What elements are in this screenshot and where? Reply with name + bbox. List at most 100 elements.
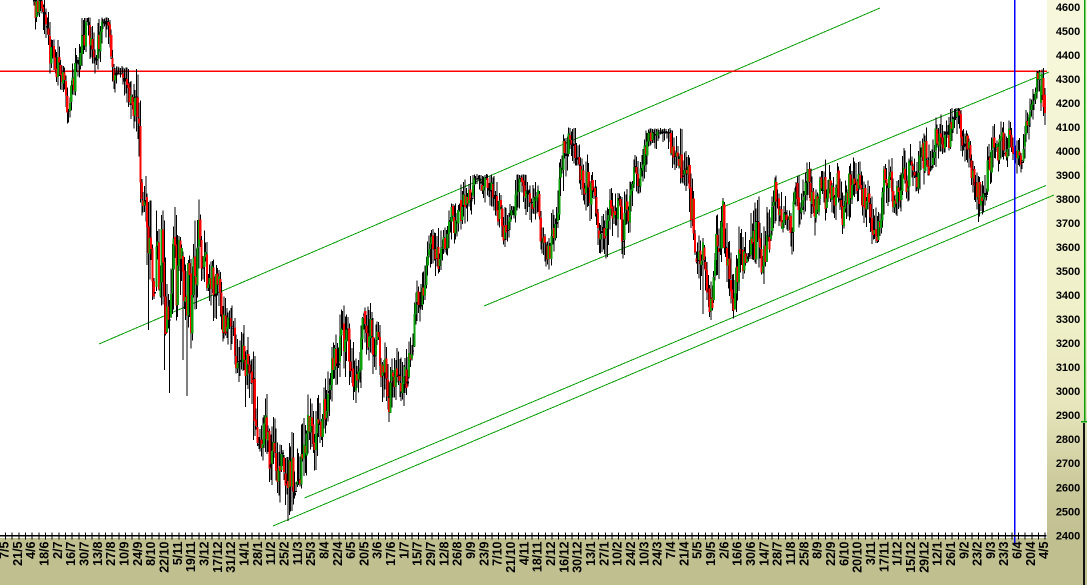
svg-text:22/9: 22/9 — [824, 541, 838, 565]
svg-text:8/4: 8/4 — [317, 541, 331, 558]
svg-text:25/3: 25/3 — [304, 541, 318, 565]
svg-text:11/3: 11/3 — [291, 541, 305, 565]
svg-text:9/9: 9/9 — [464, 541, 478, 558]
svg-text:24/9: 24/9 — [131, 541, 145, 565]
svg-text:19/11: 19/11 — [184, 541, 198, 572]
svg-text:4/11: 4/11 — [517, 541, 531, 565]
svg-text:16/7: 16/7 — [64, 541, 78, 565]
svg-text:11/8: 11/8 — [784, 541, 798, 565]
svg-text:12/1: 12/1 — [931, 541, 945, 565]
svg-text:2400: 2400 — [1056, 530, 1080, 542]
svg-text:21/4: 21/4 — [677, 541, 691, 565]
svg-text:9/2: 9/2 — [957, 541, 971, 558]
svg-text:4100: 4100 — [1056, 122, 1080, 134]
svg-text:15/7: 15/7 — [411, 541, 425, 565]
svg-text:9/3: 9/3 — [984, 541, 998, 558]
svg-text:29/7: 29/7 — [424, 541, 438, 565]
svg-text:24/2: 24/2 — [624, 541, 638, 565]
svg-text:13/8: 13/8 — [91, 541, 105, 565]
svg-text:30/7: 30/7 — [78, 541, 92, 565]
svg-text:3800: 3800 — [1056, 194, 1080, 206]
svg-text:2/12: 2/12 — [544, 541, 558, 565]
svg-text:5/5: 5/5 — [691, 541, 705, 558]
svg-text:1/12: 1/12 — [891, 541, 905, 565]
svg-text:6/4: 6/4 — [1011, 541, 1025, 558]
svg-text:13/1: 13/1 — [584, 541, 598, 565]
svg-text:18/6: 18/6 — [38, 541, 52, 565]
svg-text:2700: 2700 — [1056, 458, 1080, 470]
svg-text:16/6: 16/6 — [731, 541, 745, 565]
svg-text:28/1: 28/1 — [251, 541, 265, 565]
svg-text:18/11: 18/11 — [531, 541, 545, 572]
svg-text:12/8: 12/8 — [437, 541, 451, 565]
svg-text:3300: 3300 — [1056, 314, 1080, 326]
svg-text:8/9: 8/9 — [811, 541, 825, 558]
svg-text:3400: 3400 — [1056, 290, 1080, 302]
svg-text:17/12: 17/12 — [211, 541, 225, 572]
svg-text:21/5: 21/5 — [11, 541, 25, 565]
svg-text:4500: 4500 — [1056, 26, 1080, 38]
svg-text:6/10: 6/10 — [837, 541, 851, 565]
svg-text:19/5: 19/5 — [704, 541, 718, 565]
svg-text:7/5: 7/5 — [0, 541, 12, 558]
svg-text:10/9: 10/9 — [118, 541, 132, 565]
svg-text:14/7: 14/7 — [757, 541, 771, 565]
svg-text:2500: 2500 — [1056, 506, 1080, 518]
svg-text:4/5: 4/5 — [1037, 541, 1051, 558]
svg-text:2600: 2600 — [1056, 482, 1080, 494]
svg-text:5/11: 5/11 — [171, 541, 185, 565]
svg-text:3500: 3500 — [1056, 266, 1080, 278]
svg-text:20/10: 20/10 — [851, 541, 865, 572]
svg-text:14/1: 14/1 — [237, 541, 251, 565]
svg-text:30/6: 30/6 — [744, 541, 758, 565]
svg-text:2/6: 2/6 — [717, 541, 731, 558]
svg-text:3100: 3100 — [1056, 362, 1080, 374]
svg-text:16/12: 16/12 — [557, 541, 571, 572]
svg-text:23/9: 23/9 — [477, 541, 491, 565]
svg-text:25/8: 25/8 — [797, 541, 811, 565]
svg-text:31/12: 31/12 — [224, 541, 238, 572]
svg-text:10/3: 10/3 — [637, 541, 651, 565]
svg-text:3/6: 3/6 — [371, 541, 385, 558]
svg-text:11/2: 11/2 — [264, 541, 278, 565]
svg-text:6/5: 6/5 — [344, 541, 358, 558]
svg-text:22/10: 22/10 — [158, 541, 172, 572]
svg-text:20/4: 20/4 — [1024, 541, 1038, 565]
svg-text:3/11: 3/11 — [864, 541, 878, 565]
svg-text:7/4: 7/4 — [664, 541, 678, 558]
svg-text:4300: 4300 — [1056, 74, 1080, 86]
svg-text:25/2: 25/2 — [277, 541, 291, 565]
svg-text:20/5: 20/5 — [357, 541, 371, 565]
svg-text:2900: 2900 — [1056, 410, 1080, 422]
svg-text:26/1: 26/1 — [944, 541, 958, 565]
svg-text:1/7: 1/7 — [397, 541, 411, 558]
svg-text:2/7: 2/7 — [51, 541, 65, 558]
svg-text:27/8: 27/8 — [104, 541, 118, 565]
svg-text:23/2: 23/2 — [971, 541, 985, 565]
svg-text:22/4: 22/4 — [331, 541, 345, 565]
svg-text:3600: 3600 — [1056, 242, 1080, 254]
svg-text:28/7: 28/7 — [771, 541, 785, 565]
svg-text:8/10: 8/10 — [144, 541, 158, 565]
svg-text:4000: 4000 — [1056, 146, 1080, 158]
svg-text:3900: 3900 — [1056, 170, 1080, 182]
svg-text:4400: 4400 — [1056, 50, 1080, 62]
svg-text:23/3: 23/3 — [997, 541, 1011, 565]
svg-text:3200: 3200 — [1056, 338, 1080, 350]
svg-text:3/12: 3/12 — [197, 541, 211, 565]
svg-text:4600: 4600 — [1056, 2, 1080, 14]
svg-text:29/12: 29/12 — [917, 541, 931, 572]
svg-text:30/12: 30/12 — [571, 541, 585, 572]
svg-text:26/8: 26/8 — [451, 541, 465, 565]
svg-text:15/12: 15/12 — [904, 541, 918, 572]
svg-text:3700: 3700 — [1056, 218, 1080, 230]
svg-text:4200: 4200 — [1056, 98, 1080, 110]
svg-text:7/10: 7/10 — [491, 541, 505, 565]
svg-text:17/11: 17/11 — [877, 541, 891, 572]
svg-text:24/3: 24/3 — [651, 541, 665, 565]
svg-text:2800: 2800 — [1056, 434, 1080, 446]
svg-text:3000: 3000 — [1056, 386, 1080, 398]
svg-text:27/1: 27/1 — [597, 541, 611, 565]
svg-text:21/10: 21/10 — [504, 541, 518, 572]
svg-text:10/2: 10/2 — [611, 541, 625, 565]
